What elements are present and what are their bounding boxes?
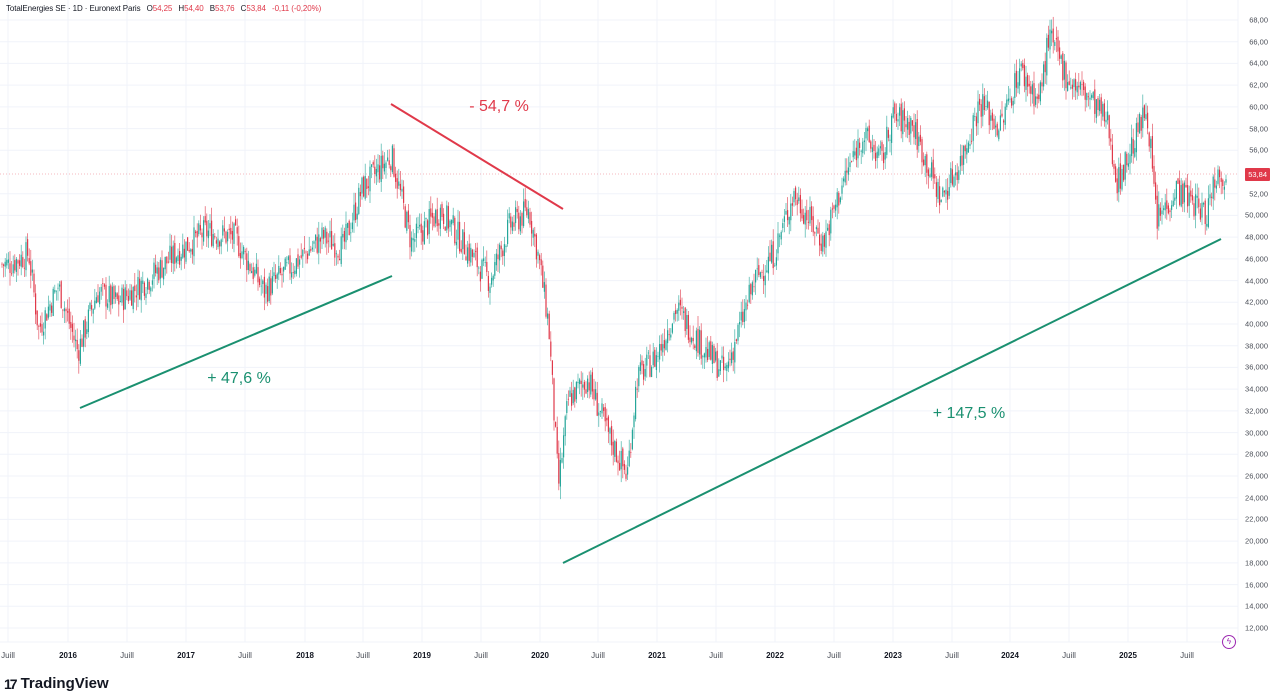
low-value: 53,76 (215, 4, 235, 13)
month-tick-label: Juill (1180, 651, 1194, 660)
month-tick-label: Juill (1, 651, 15, 660)
interval: 1D (72, 4, 83, 13)
tradingview-wordmark: TradingView (20, 675, 109, 692)
price-tick-label: 52,00 (1249, 189, 1268, 199)
price-tick-label: 24,000 (1245, 493, 1268, 503)
month-tick-label: Juill (709, 651, 723, 660)
price-tick-label: 46,000 (1245, 254, 1268, 264)
price-tick-label: 22,000 (1245, 514, 1268, 524)
close-label: C (240, 4, 247, 13)
price-tick-label: 30,000 (1245, 428, 1268, 438)
low-label: B (209, 4, 216, 13)
price-tick-label: 60,00 (1249, 102, 1268, 112)
price-tick-label: 64,00 (1249, 58, 1268, 68)
price-tick-label: 14,000 (1245, 601, 1268, 611)
percent-change-annotation[interactable]: + 47,6 % (207, 370, 271, 387)
year-tick-label: 2023 (884, 651, 902, 660)
year-tick-label: 2018 (296, 651, 314, 660)
price-tick-label: 44,000 (1245, 276, 1268, 286)
price-tick-label: 26,000 (1245, 471, 1268, 481)
grid-lines (0, 0, 1238, 642)
change-value: -0,11 (-0,20%) (272, 4, 322, 13)
month-tick-label: Juill (945, 651, 959, 660)
year-tick-label: 2022 (766, 651, 784, 660)
candles (1, 16, 1227, 500)
high-value: 54,40 (184, 4, 204, 13)
month-tick-label: Juill (356, 651, 370, 660)
price-tick-label: 42,000 (1245, 297, 1268, 307)
month-tick-label: Juill (120, 651, 134, 660)
year-tick-label: 2025 (1119, 651, 1137, 660)
tradingview-logo[interactable]: 17 TradingView (4, 675, 109, 692)
trendline-downtrend-2018-2020[interactable] (390, 103, 564, 210)
year-tick-label: 2024 (1001, 651, 1019, 660)
price-tick-label: 20,000 (1245, 536, 1268, 546)
price-tick-label: 28,000 (1245, 449, 1268, 459)
year-tick-label: 2016 (59, 651, 77, 660)
year-tick-label: 2017 (177, 651, 195, 660)
price-tick-label: 40,000 (1245, 319, 1268, 329)
price-tick-label: 50,000 (1245, 210, 1268, 220)
price-tick-label: 12,000 (1245, 623, 1268, 633)
month-tick-label: Juill (238, 651, 252, 660)
open-value: 54,25 (152, 4, 173, 13)
price-tick-label: 48,000 (1245, 232, 1268, 242)
price-tick-label: 34,000 (1245, 384, 1268, 394)
price-tick-label: 16,000 (1245, 580, 1268, 590)
year-tick-label: 2021 (648, 651, 666, 660)
symbol-name: TotalEnergies SE (6, 4, 66, 13)
month-tick-label: Juill (474, 651, 488, 660)
price-tick-label: 56,00 (1249, 145, 1268, 155)
last-price-tag: 53,84 (1245, 168, 1270, 181)
price-tick-label: 18,000 (1245, 558, 1268, 568)
trendlines[interactable] (79, 103, 1222, 564)
price-tick-label: 58,00 (1249, 124, 1268, 134)
exchange: Euronext Paris (89, 4, 141, 13)
high-label: H (178, 4, 185, 13)
price-tick-label: 32,000 (1245, 406, 1268, 416)
lightning-alert-icon[interactable]: ϟ (1222, 635, 1236, 649)
close-value: 53,84 (246, 4, 266, 13)
price-tick-label: 38,000 (1245, 341, 1268, 351)
price-tick-label: 36,000 (1245, 362, 1268, 372)
separator: · (67, 4, 73, 13)
month-tick-label: Juill (591, 651, 605, 660)
percent-change-annotation[interactable]: + 147,5 % (932, 405, 1006, 422)
tradingview-mark-icon: 17 (4, 675, 18, 692)
trendline-uptrend-2016-2018[interactable] (79, 275, 393, 409)
separator: · (84, 4, 90, 13)
open-label: O (146, 4, 153, 13)
month-tick-label: Juill (1062, 651, 1076, 660)
year-tick-label: 2020 (531, 651, 549, 660)
year-tick-label: 2019 (413, 651, 431, 660)
symbol-legend[interactable]: TotalEnergies SE · 1D · Euronext Paris O… (6, 4, 321, 13)
price-tick-label: 68,00 (1249, 15, 1268, 25)
price-tick-label: 62,00 (1249, 80, 1268, 90)
month-tick-label: Juill (827, 651, 841, 660)
trendline-uptrend-2020-2025[interactable] (562, 238, 1222, 564)
price-tick-label: 66,00 (1249, 37, 1268, 47)
percent-change-annotation[interactable]: - 54,7 % (469, 98, 529, 115)
